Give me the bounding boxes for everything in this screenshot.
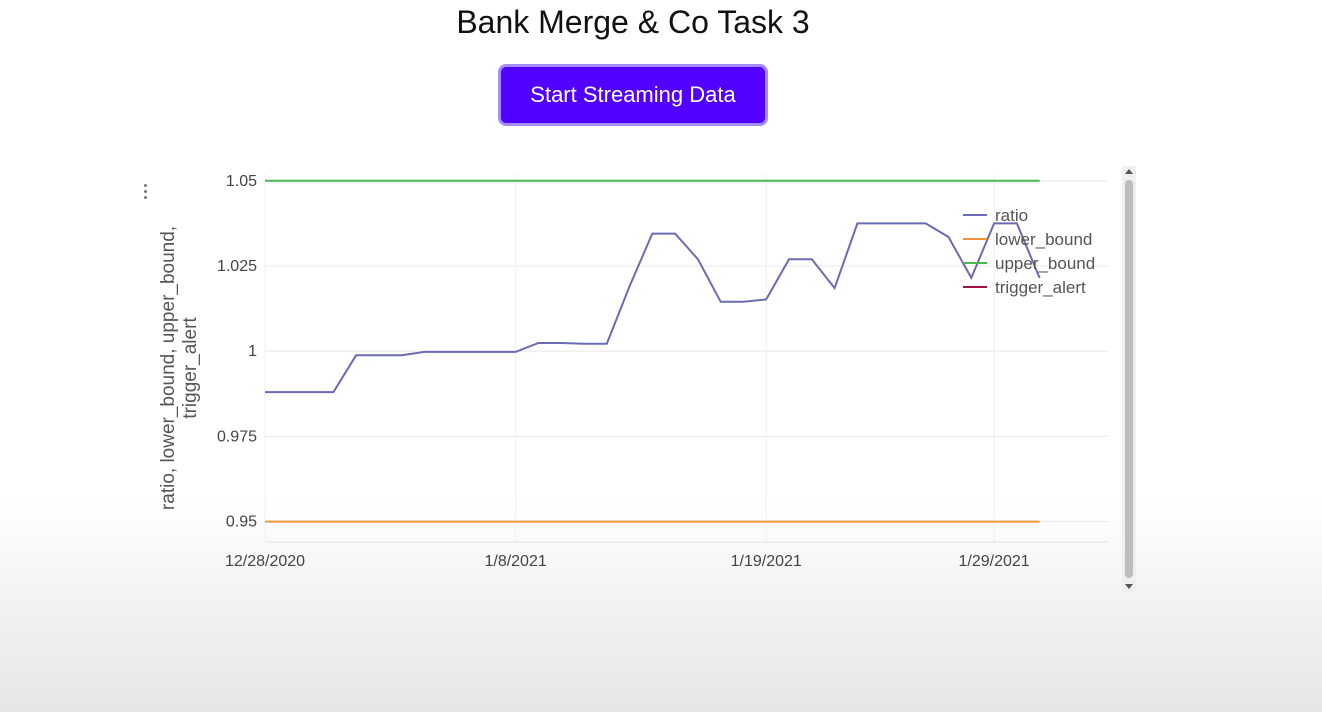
legend-label-lower-bound: lower_bound bbox=[995, 230, 1092, 249]
start-streaming-button[interactable]: Start Streaming Data bbox=[498, 64, 768, 126]
y-tick-label: 1.05 bbox=[226, 173, 257, 190]
line-chart: 0.95 0.975 1 1.025 1.05 12/28/2020 1/8/2021 1/1… bbox=[158, 173, 1108, 570]
y-tick-label: 1 bbox=[248, 343, 257, 360]
y-tick-label: 1.025 bbox=[217, 258, 257, 275]
legend-label-ratio: ratio bbox=[995, 206, 1028, 225]
scroll-down-icon[interactable] bbox=[1125, 584, 1133, 589]
x-tick-label: 1/8/2021 bbox=[484, 553, 546, 570]
y-axis-label: ratio, lower_bound, upper_bound,trigger_… bbox=[158, 226, 201, 510]
x-tick-label: 12/28/2020 bbox=[225, 553, 305, 570]
chart-scrollbar[interactable] bbox=[1122, 166, 1136, 592]
x-tick-label: 1/19/2021 bbox=[731, 553, 802, 570]
y-tick-label: 0.975 bbox=[217, 428, 257, 445]
chart-container: 0.95 0.975 1 1.025 1.05 12/28/2020 1/8/2021 1/1… bbox=[130, 160, 1140, 600]
more-options-icon[interactable] bbox=[141, 184, 149, 202]
y-tick-label: 0.95 bbox=[226, 514, 257, 531]
scroll-thumb[interactable] bbox=[1125, 180, 1133, 578]
scroll-up-icon[interactable] bbox=[1125, 169, 1133, 174]
x-tick-label: 1/29/2021 bbox=[958, 553, 1029, 570]
legend-label-trigger-alert: trigger_alert bbox=[995, 278, 1086, 297]
series-line-ratio bbox=[265, 222, 1041, 394]
legend-label-upper-bound: upper_bound bbox=[995, 254, 1095, 273]
page-title: Bank Merge & Co Task 3 bbox=[456, 4, 810, 40]
